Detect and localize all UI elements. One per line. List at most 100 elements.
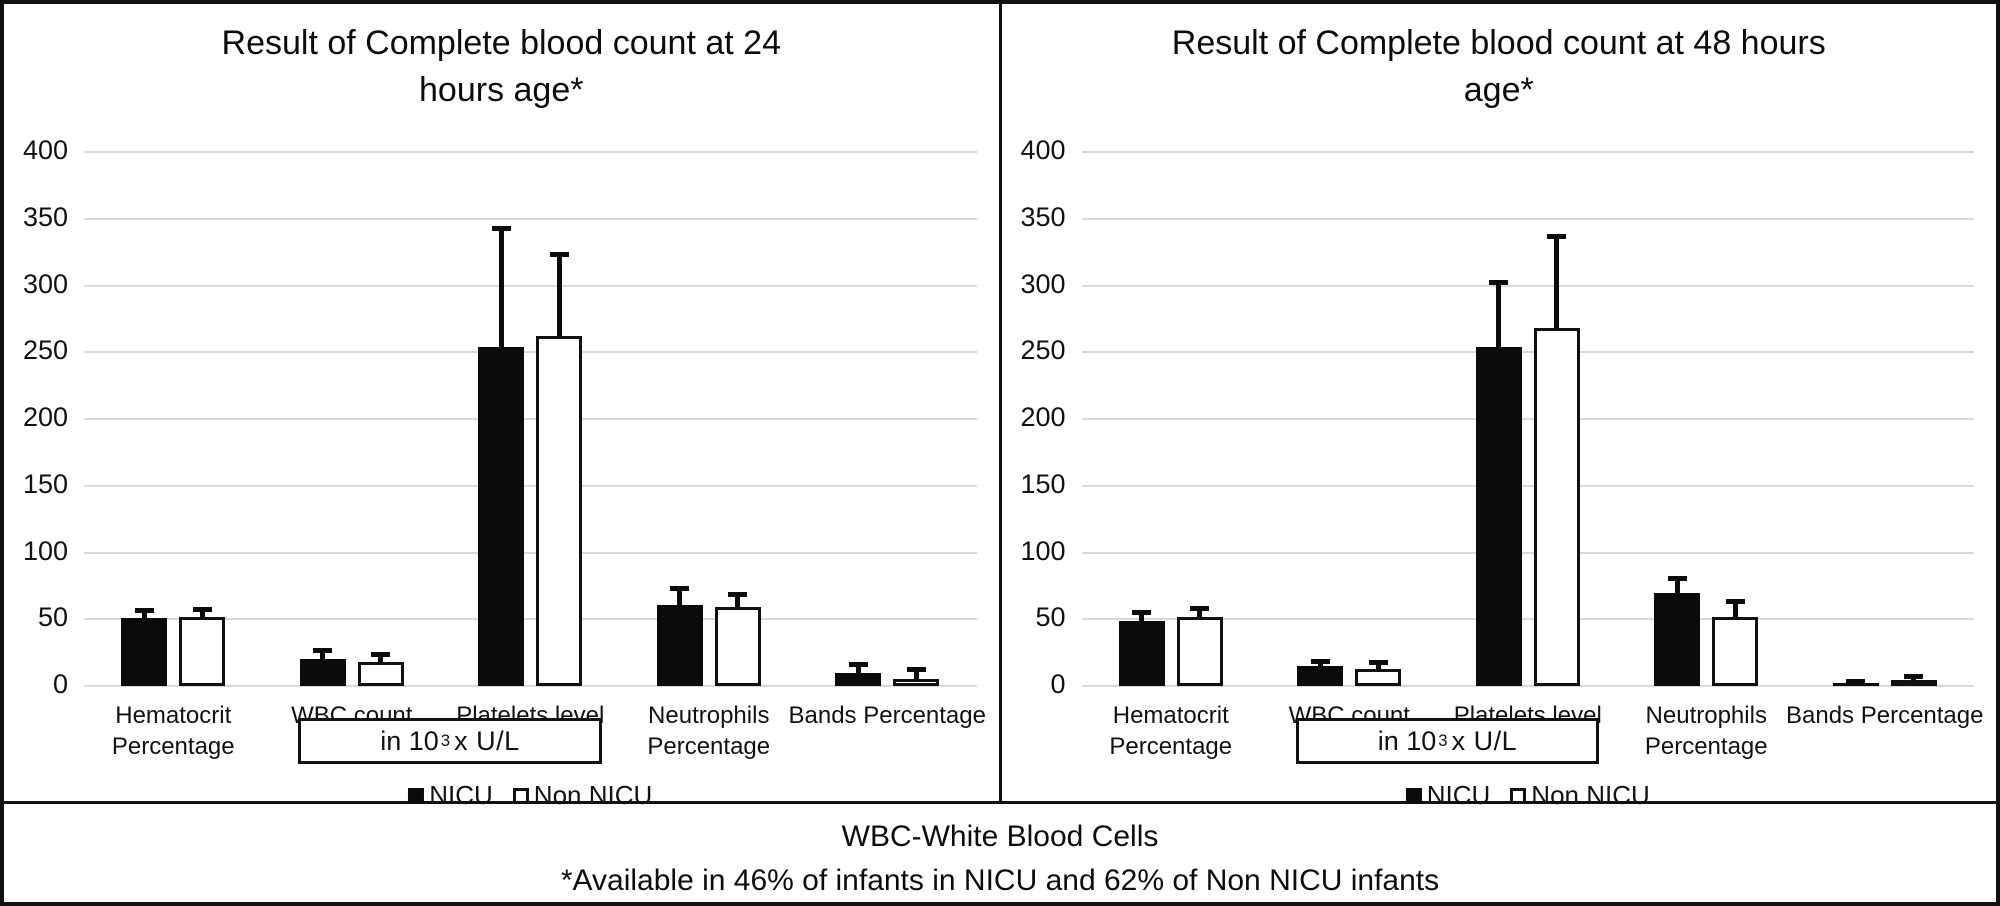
chart-panel-24h: Result of Complete blood count at 24 hou… xyxy=(4,4,999,810)
legend-item-nicu: NICU xyxy=(408,780,493,811)
bar-non-nicu-bands-percentage xyxy=(1890,680,1937,686)
error-bar-non-nicu-bands-percentage xyxy=(913,669,919,680)
bar-non-nicu-platelets-level xyxy=(536,336,583,686)
y-axis-tick-200: 200 xyxy=(1020,402,1066,432)
unit-box: in 10 3 x U/L xyxy=(1295,718,1600,764)
y-axis-tick-400: 400 xyxy=(22,135,68,165)
bar-non-nicu-platelets-level xyxy=(1533,328,1580,686)
error-bar-cap-nicu-neutrophils-percentage xyxy=(1667,576,1687,582)
unit-text-sup: 3 xyxy=(440,731,451,750)
charts-row: Result of Complete blood count at 24 hou… xyxy=(4,4,1996,810)
category-label-neutrophils-percentage: Neutrophils Percentage xyxy=(647,702,771,761)
error-bar-cap-nicu-wbc-count xyxy=(1310,658,1330,664)
gridline-200 xyxy=(1081,418,1974,420)
error-bar-cap-non-nicu-hematocrit-percentage xyxy=(192,606,212,612)
y-axis-tick-300: 300 xyxy=(22,268,68,299)
error-bar-non-nicu-bands-percentage xyxy=(1911,676,1917,681)
error-bar-cap-nicu-bands-percentage xyxy=(848,661,868,667)
y-axis-tick-50: 50 xyxy=(37,602,68,633)
gridline-200 xyxy=(84,418,977,420)
legend-label-non-nicu: Non NICU xyxy=(1531,780,1650,810)
bar-nicu-platelets-level xyxy=(478,346,525,686)
chart-title-48h: Result of Complete blood count at 48 hou… xyxy=(1171,24,1826,109)
gridline-250 xyxy=(1081,351,1974,354)
legend-swatch-icon-non-nicu xyxy=(1510,787,1527,804)
bar-non-nicu-hematocrit-percentage xyxy=(1176,616,1223,686)
bar-non-nicu-hematocrit-percentage xyxy=(179,616,226,686)
gridline-300 xyxy=(1081,284,1974,287)
error-bar-cap-nicu-platelets-level xyxy=(491,226,511,232)
legend-item-non-nicu: Non NICU xyxy=(512,780,653,811)
error-bar-nicu-wbc-count xyxy=(1317,661,1323,666)
plot-area-24h: 0 50 100 150 200 250 300 350 400 Hematocrit Perce… xyxy=(23,135,986,810)
y-axis-tick-0: 0 xyxy=(52,669,68,699)
unit-text-pre: in 10 xyxy=(1377,725,1437,756)
category-label-hematocrit-percentage: Hematocrit Percentage xyxy=(111,702,235,761)
error-bar-nicu-platelets-level xyxy=(1496,282,1502,347)
error-bar-cap-nicu-platelets-level xyxy=(1489,279,1509,285)
y-axis-tick-350: 350 xyxy=(1020,201,1066,232)
category-label-hematocrit-percentage: Hematocrit Percentage xyxy=(1109,702,1233,761)
bar-non-nicu-wbc-count xyxy=(1355,668,1402,686)
error-bar-nicu-platelets-level xyxy=(498,229,504,347)
gridline-50 xyxy=(1081,618,1974,621)
gridline-0 xyxy=(1081,685,1974,687)
legend-swatch-icon-nicu xyxy=(408,787,425,804)
error-bar-non-nicu-wbc-count xyxy=(1375,663,1381,669)
gridline-0 xyxy=(84,685,977,687)
bar-non-nicu-bands-percentage xyxy=(893,679,940,686)
gridline-50 xyxy=(84,618,977,621)
error-bar-cap-nicu-neutrophils-percentage xyxy=(670,585,690,591)
legend-swatch-icon-non-nicu xyxy=(512,787,529,804)
bar-nicu-neutrophils-percentage xyxy=(1654,592,1701,686)
legend-swatch-icon-nicu xyxy=(1405,787,1422,804)
bar-nicu-bands-percentage xyxy=(1832,683,1879,686)
y-axis-tick-300: 300 xyxy=(1020,268,1066,299)
error-bar-cap-nicu-hematocrit-percentage xyxy=(134,608,154,614)
category-label-neutrophils-percentage: Neutrophils Percentage xyxy=(1644,702,1768,761)
error-bar-non-nicu-platelets-level xyxy=(1554,237,1560,329)
error-bar-cap-nicu-hematocrit-percentage xyxy=(1132,609,1152,615)
unit-text-pre: in 10 xyxy=(380,725,439,756)
y-axis-tick-400: 400 xyxy=(1020,135,1066,165)
footnote-line-1: WBC-White Blood Cells xyxy=(841,820,1159,853)
gridline-350 xyxy=(1081,217,1974,220)
error-bar-nicu-hematocrit-percentage xyxy=(141,611,147,618)
y-axis-tick-50: 50 xyxy=(1035,602,1066,633)
error-bar-nicu-bands-percentage xyxy=(855,664,861,673)
error-bar-cap-non-nicu-platelets-level xyxy=(1547,234,1567,240)
error-bar-nicu-neutrophils-percentage xyxy=(1674,579,1680,593)
unit-box: in 10 3 x U/L xyxy=(298,718,602,764)
error-bar-non-nicu-platelets-level xyxy=(556,254,562,337)
y-axis-tick-0: 0 xyxy=(1050,669,1066,699)
footnote-line-2: *Available in 46% of infants in NICU and… xyxy=(560,863,1440,897)
bar-non-nicu-neutrophils-percentage xyxy=(714,607,761,686)
y-axis-tick-200: 200 xyxy=(22,402,68,432)
unit-text-post: x U/L xyxy=(454,725,520,756)
gridline-400 xyxy=(1081,151,1974,153)
legend: NICU Non NICU xyxy=(408,780,652,811)
gridline-300 xyxy=(84,284,977,287)
bar-non-nicu-wbc-count xyxy=(357,661,404,686)
legend-label-non-nicu: Non NICU xyxy=(533,780,653,810)
y-axis-tick-150: 150 xyxy=(1020,468,1066,499)
y-axis-tick-250: 250 xyxy=(22,335,68,366)
legend-item-nicu: NICU xyxy=(1405,780,1490,811)
gridline-250 xyxy=(84,351,977,354)
figure-footnote: WBC-White Blood Cells *Available in 46% … xyxy=(4,801,1996,902)
y-axis-tick-250: 250 xyxy=(1020,335,1066,366)
error-bar-cap-non-nicu-wbc-count xyxy=(1368,660,1388,666)
y-axis-tick-100: 100 xyxy=(22,535,68,566)
error-bar-nicu-neutrophils-percentage xyxy=(677,588,683,605)
gridline-150 xyxy=(1081,484,1974,487)
error-bar-cap-non-nicu-wbc-count xyxy=(371,652,391,658)
gridline-400 xyxy=(84,151,977,153)
unit-text-post: x U/L xyxy=(1451,725,1518,756)
y-axis-tick-100: 100 xyxy=(1020,535,1066,566)
bar-nicu-wbc-count xyxy=(299,659,346,686)
error-bar-cap-non-nicu-bands-percentage xyxy=(906,666,926,672)
y-axis-tick-150: 150 xyxy=(22,468,68,499)
gridline-150 xyxy=(84,484,977,487)
error-bar-cap-non-nicu-bands-percentage xyxy=(1904,673,1924,679)
